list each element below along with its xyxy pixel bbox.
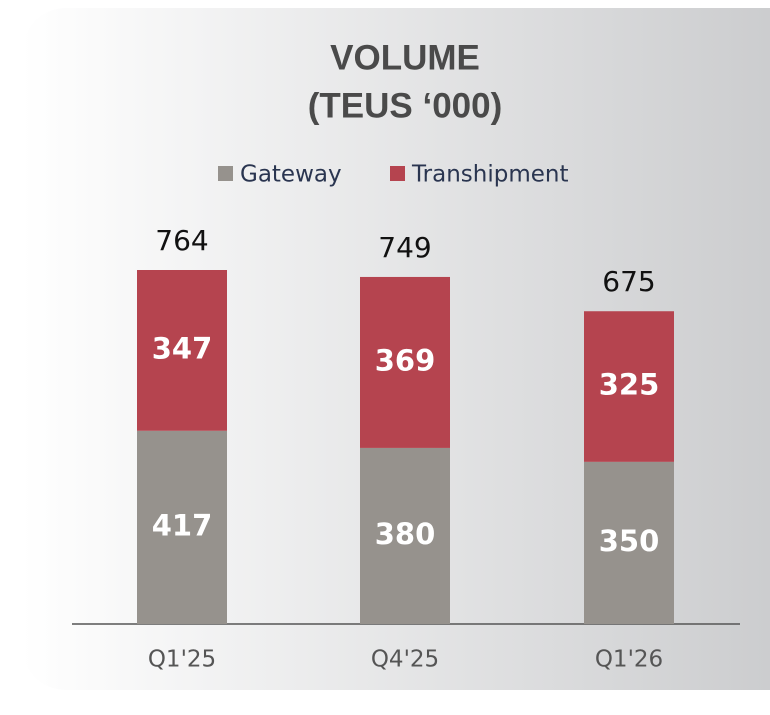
segment-label: 417 xyxy=(152,508,213,542)
bar-segment xyxy=(137,430,227,624)
total-label: 675 xyxy=(602,265,655,298)
segment-label: 380 xyxy=(375,517,436,551)
x-tick-label: Q1'25 xyxy=(148,647,216,673)
bar-segment xyxy=(360,447,450,624)
bar-segment xyxy=(360,276,450,448)
x-tick-label: Q4'25 xyxy=(371,647,439,673)
legend-swatch xyxy=(390,166,405,181)
x-tick-label: Q1'26 xyxy=(595,647,663,673)
bar-segment xyxy=(584,311,674,462)
legend-swatch xyxy=(218,166,233,181)
segment-label: 350 xyxy=(599,524,660,558)
legend-label: Transhipment xyxy=(411,162,569,188)
segment-label: 369 xyxy=(375,343,436,377)
legend-label: Gateway xyxy=(240,162,342,188)
bar-segment xyxy=(584,461,674,624)
total-label: 749 xyxy=(378,231,431,264)
segment-label: 347 xyxy=(152,331,213,365)
bar-segment xyxy=(137,270,227,431)
chart-subtitle: (TEUS ‘000) xyxy=(308,86,503,125)
segment-label: 325 xyxy=(599,368,660,402)
chart-title: VOLUME xyxy=(330,38,480,77)
total-label: 764 xyxy=(155,224,208,257)
